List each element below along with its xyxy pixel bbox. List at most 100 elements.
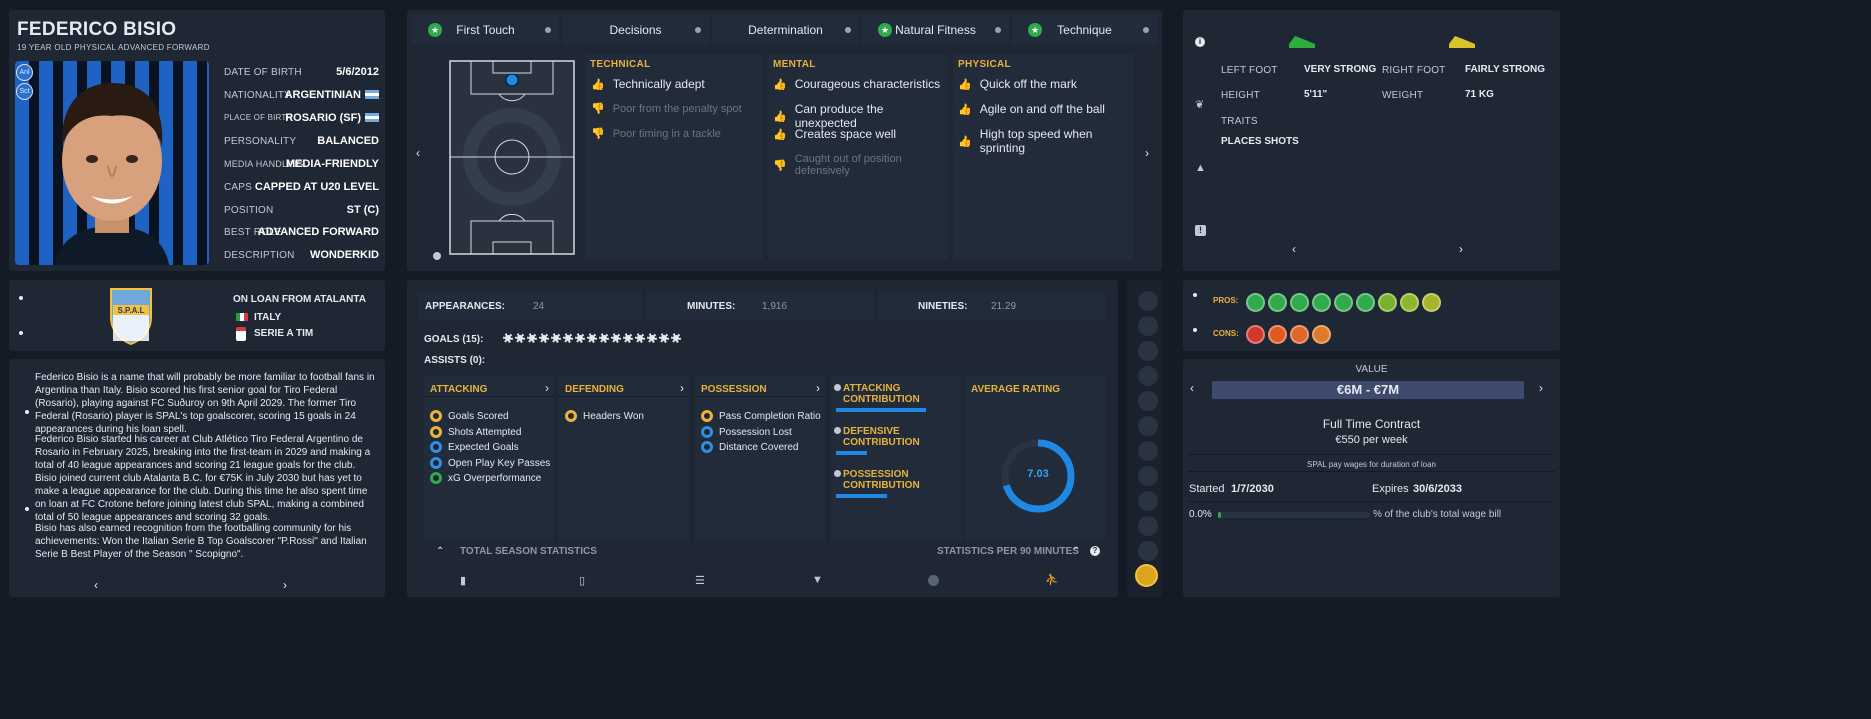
bio-prev-button[interactable]: ‹ [94,578,98,592]
tab-natural-fitness[interactable]: ★ Natural Fitness [862,15,1009,45]
side-icon[interactable] [1138,291,1158,311]
country-text[interactable]: ITALY [254,312,282,323]
bullet [1193,328,1197,332]
position-pitch[interactable] [449,60,575,255]
thumbs-down-icon: 👎 [591,128,605,140]
tab-first-touch[interactable]: ★ First Touch [412,15,559,45]
stat-item[interactable]: Goals Scored [430,410,509,422]
pro-badge-icon[interactable] [1268,293,1287,312]
stat-item[interactable]: Shots Attempted [430,426,521,438]
pro-badge-icon[interactable] [1400,293,1419,312]
side-icon[interactable] [1138,466,1158,486]
league-text[interactable]: SERIE A TIM [254,328,314,339]
sprout-icon[interactable]: ❦ [1195,99,1205,111]
side-icon[interactable] [1138,316,1158,336]
scout-chip[interactable]: Sct [16,83,33,100]
right-boot-icon [1447,34,1477,55]
physical-next-button[interactable]: › [1459,242,1463,256]
con-badge-icon[interactable] [1268,325,1287,344]
possession-expand-button[interactable]: › [816,381,820,395]
thumbs-up-icon: 👍 [773,110,787,123]
star-icon: ★ [1028,23,1042,37]
side-icon[interactable] [1138,416,1158,436]
value-prev-button[interactable]: ‹ [1190,381,1194,395]
defending-title: DEFENDING [565,384,624,395]
chevron-up-icon[interactable]: ⌃ [436,546,445,557]
info-icon[interactable] [834,427,841,434]
pro-badge-icon[interactable] [1356,293,1375,312]
attributes-next-button[interactable]: › [1145,146,1149,160]
trait-value[interactable]: PLACES SHOTS [1221,136,1299,147]
shirt-icon[interactable]: ▼ [812,574,823,586]
total-stats-label[interactable]: TOTAL SEASON STATISTICS [460,546,597,557]
stat-item[interactable]: xG Overperformance [430,472,541,484]
info-icon[interactable] [433,252,441,260]
nineties-label: NINETIES: [918,301,968,312]
alert-icon[interactable]: ! [1195,225,1206,236]
stat-item[interactable]: Expected Goals [430,441,519,453]
value-next-button[interactable]: › [1539,381,1543,395]
stat-item[interactable]: Pass Completion Ratio [701,410,821,422]
argentina-flag-icon [365,90,379,99]
list-icon[interactable]: ☰ [695,575,705,587]
card-icon[interactable]: ▯ [579,575,586,587]
side-icon[interactable] [1138,391,1158,411]
pro-badge-icon[interactable] [1290,293,1309,312]
serie-a-icon [236,327,246,341]
bar-chart-icon[interactable]: ▮ [460,575,467,587]
physical-title: PHYSICAL [958,59,1011,70]
con-badge-icon[interactable] [1246,325,1265,344]
circle-icon[interactable] [928,575,939,586]
side-icon[interactable] [1138,491,1158,511]
club-badge[interactable]: S.P.A.L [109,285,153,346]
per90-label[interactable]: STATISTICS PER 90 MINUTES [937,546,1079,557]
chevron-up-icon[interactable]: ⌃ [1072,546,1081,557]
defending-expand-button[interactable]: › [680,381,684,395]
con-badge-icon[interactable] [1290,325,1309,344]
attribute-item: 👍 Creates space well [773,127,897,141]
side-icon[interactable] [1138,341,1158,361]
bio-next-button[interactable]: › [283,578,287,592]
star-ring-icon [701,426,713,438]
stat-item[interactable]: Open Play Key Passes [430,457,550,469]
tab-determination[interactable]: Determination [712,15,859,45]
pro-badge-icon[interactable] [1312,293,1331,312]
bullet [25,410,29,414]
attacking-expand-button[interactable]: › [545,381,549,395]
side-icon[interactable] [1138,516,1158,536]
running-icon[interactable]: ⛹ [1045,574,1059,586]
side-icon[interactable] [1138,366,1158,386]
minutes-box: MINUTES: 1,916 [647,292,873,320]
tab-technique[interactable]: ★ Technique [1012,15,1157,45]
wage-bar [1218,512,1370,518]
contribution-bar [836,494,887,498]
stats-panel: APPEARANCES: 24 MINUTES: 1,916 NINETIES:… [407,280,1118,597]
mountain-icon[interactable]: ▲ [1195,162,1206,174]
pro-badge-icon[interactable] [1334,293,1353,312]
attacking-title: ATTACKING [430,384,488,395]
side-icon[interactable] [1138,541,1158,561]
pro-badge-icon[interactable] [1422,293,1441,312]
wage-note: SPAL pay wages for duration of loan [1307,460,1436,469]
analyst-chip[interactable]: Anl [16,64,33,81]
stat-item[interactable]: Distance Covered [701,441,798,453]
physical-prev-button[interactable]: ‹ [1292,242,1296,256]
help-icon[interactable]: ? [1090,546,1100,556]
con-badge-icon[interactable] [1312,325,1331,344]
pro-badge-icon[interactable] [1246,293,1265,312]
attributes-prev-button[interactable]: ‹ [416,146,420,160]
info-icon[interactable] [834,384,841,391]
wolf-crest-icon[interactable] [1135,564,1158,587]
dob-value: 5/6/2012 [336,66,379,78]
italy-flag-icon [236,313,248,321]
side-icon-column [1127,280,1162,597]
birthplace-value: ROSARIO (SF) [285,112,361,124]
stat-item[interactable]: Headers Won [565,410,644,422]
pro-badge-icon[interactable] [1378,293,1397,312]
stat-item[interactable]: Possession Lost [701,426,792,438]
side-icon[interactable] [1138,441,1158,461]
info-icon[interactable]: i [1195,37,1205,47]
position-value: ST (C) [346,204,379,216]
tab-decisions[interactable]: Decisions [562,15,709,45]
info-icon[interactable] [834,470,841,477]
